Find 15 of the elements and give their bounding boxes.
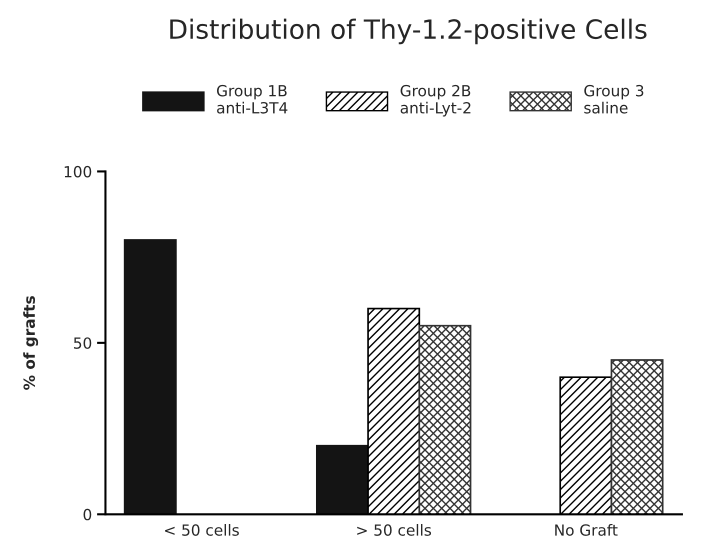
bar bbox=[316, 444, 369, 514]
legend-label: Group 3 saline bbox=[584, 84, 644, 114]
x-tick-label: > 50 cells bbox=[357, 524, 432, 536]
bar bbox=[418, 324, 472, 514]
y-tick-label: 0 bbox=[84, 508, 92, 520]
chart-title: Distribution of Thy-1.2-positive Cells bbox=[170, 18, 647, 44]
bar bbox=[610, 359, 664, 514]
legend-label: Group 1B anti-L3T4 bbox=[217, 84, 288, 114]
y-tick-label: 50 bbox=[74, 337, 92, 349]
y-tick-label: 100 bbox=[64, 166, 92, 178]
y-axis-title: % of grafts bbox=[23, 296, 38, 390]
x-tick-label: No Graft bbox=[555, 524, 618, 536]
x-tick-label: < 50 cells bbox=[165, 524, 239, 536]
legend-label: Group 2B anti-Lyt-2 bbox=[400, 84, 470, 117]
bar bbox=[124, 239, 177, 514]
